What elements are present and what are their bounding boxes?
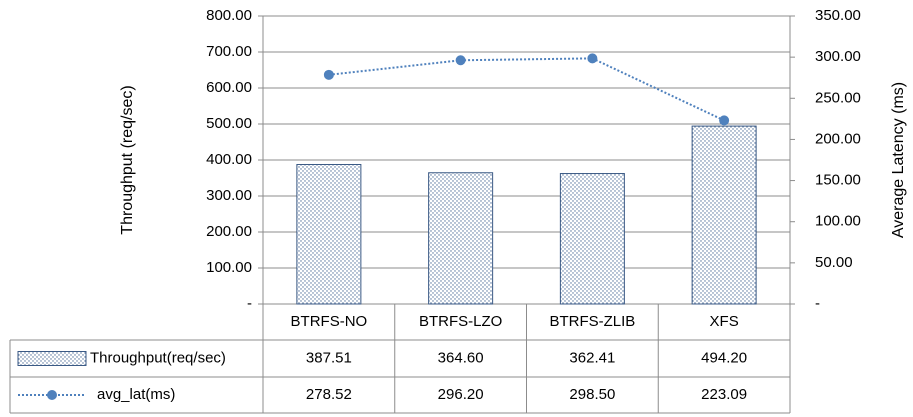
line	[328, 57, 725, 122]
table-value: 364.60	[438, 349, 484, 366]
x-tick-label: BTRFS-NO	[291, 313, 368, 330]
y-tick-label: 400.00	[206, 151, 252, 168]
marker	[587, 53, 598, 64]
y-tick-label: 700.00	[206, 43, 252, 60]
bar	[691, 125, 757, 305]
bar	[428, 172, 494, 305]
table-value: 298.50	[569, 386, 615, 403]
x-tick-label: BTRFS-ZLIB	[549, 313, 635, 330]
y2-tick-label: 350.00	[815, 7, 861, 24]
y2-tick-label: 100.00	[815, 213, 861, 230]
marker	[323, 69, 334, 80]
x-tick-label: XFS	[710, 313, 739, 330]
y-tick-label: -	[247, 295, 252, 312]
y2-axis-title: Average Latency (ms)	[890, 82, 907, 238]
table-value: 362.41	[569, 349, 615, 366]
y2-tick-label: 200.00	[815, 130, 861, 147]
y2-tick-label: 300.00	[815, 48, 861, 65]
y2-tick-label: 250.00	[815, 89, 861, 106]
y2-tick-label: 50.00	[815, 254, 853, 271]
marker	[719, 115, 730, 126]
y-tick-label: 100.00	[206, 259, 252, 276]
table-value: 223.09	[701, 386, 747, 403]
table-value: 296.20	[438, 386, 484, 403]
y2-tick-label: -	[815, 295, 820, 312]
y-tick-label: 800.00	[206, 7, 252, 24]
y-tick-label: 600.00	[206, 79, 252, 96]
legend-label: Throughput(req/sec)	[90, 349, 226, 366]
y-tick-label: 300.00	[206, 187, 252, 204]
marker	[455, 55, 466, 66]
bar	[559, 173, 625, 305]
table-value: 494.20	[701, 349, 747, 366]
x-tick-label: BTRFS-LZO	[419, 313, 502, 330]
y-tick-label: 200.00	[206, 223, 252, 240]
table-value: 278.52	[306, 386, 352, 403]
y2-tick-label: 150.00	[815, 172, 861, 189]
y-axis-title: Throughput (req/sec)	[119, 85, 136, 234]
legend-key	[47, 390, 57, 400]
bar	[296, 163, 362, 305]
y-tick-label: 500.00	[206, 115, 252, 132]
legend-label: avg_lat(ms)	[97, 386, 175, 403]
table-value: 387.51	[306, 349, 352, 366]
legend-key	[17, 351, 87, 366]
